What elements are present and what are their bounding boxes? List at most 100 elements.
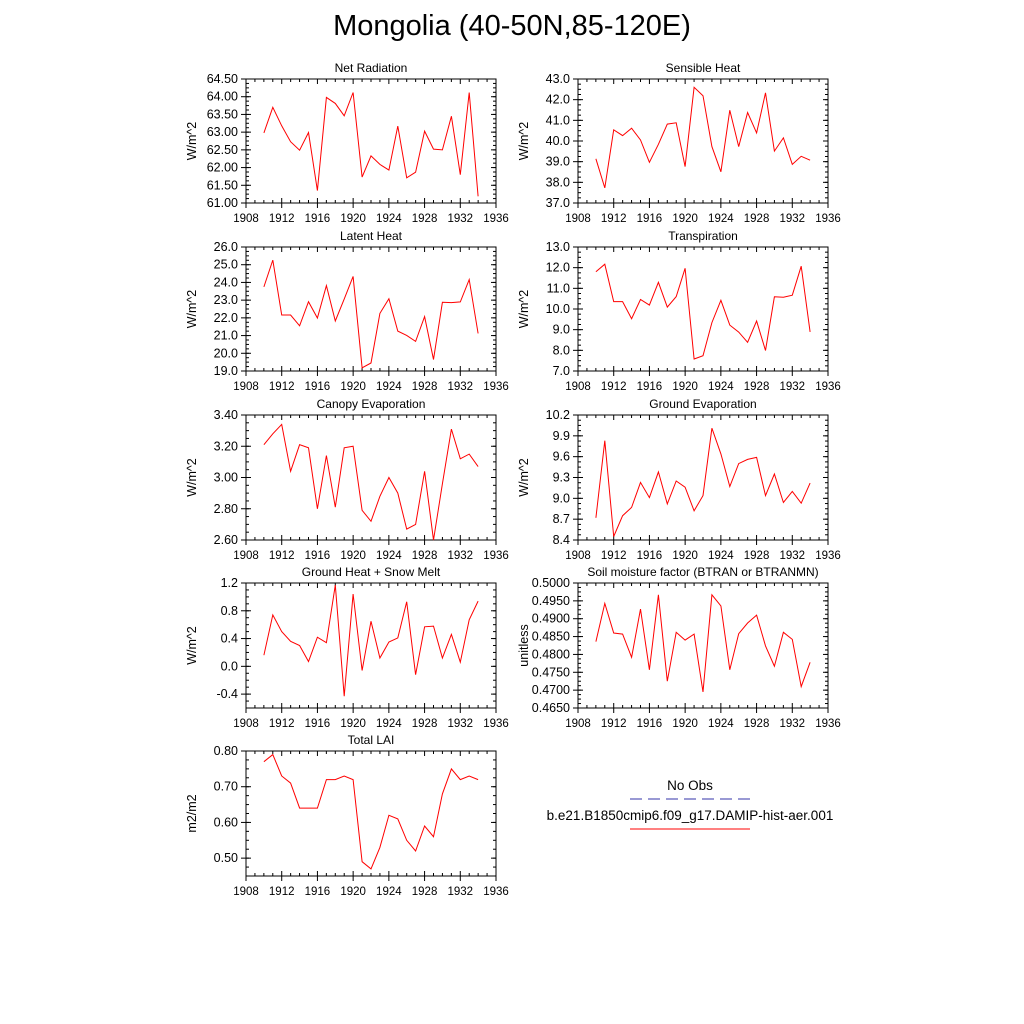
plot-frame	[577, 246, 829, 372]
y-tick-label: 24.0	[214, 275, 238, 289]
y-tick-label: 0.4800	[532, 647, 570, 661]
y-axis-label: W/m^2	[185, 458, 199, 497]
x-tick-label: 1912	[269, 718, 295, 730]
y-tick-label: 8.4	[553, 533, 570, 547]
chart-panel-1: 1908 1912 1916 1920 1924 1928 1932 1936 37.0 38.0…	[517, 61, 841, 225]
chart-panel-4: 1908 1912 1916 1920 1924 1928 1932 1936 2.60 2.80…	[185, 397, 509, 562]
y-tick-label: 42.0	[546, 93, 570, 107]
series-line	[263, 259, 479, 369]
x-tick-label: 1928	[412, 718, 438, 730]
y-axis-label: unitless	[517, 624, 531, 666]
series-line	[595, 86, 811, 189]
y-tick-label: 0.4	[221, 632, 238, 646]
y-tick-label: 25.0	[214, 258, 238, 272]
x-tick-label: 1912	[269, 213, 295, 225]
x-tick-label: 1912	[601, 381, 627, 393]
y-tick-label: 3.20	[214, 439, 238, 453]
y-tick-label: 20.0	[214, 346, 238, 360]
x-tick-label: 1932	[779, 381, 805, 393]
series-line	[595, 593, 811, 692]
x-tick-label: 1924	[376, 550, 402, 562]
x-tick-label: 1916	[305, 550, 331, 562]
y-tick-label: 62.50	[207, 143, 238, 157]
y-tick-label: 39.0	[546, 155, 570, 169]
chart-panel-7: 1908 1912 1916 1920 1924 1928 1932 1936 0.4650 0.…	[517, 565, 841, 730]
chart-title: Sensible Heat	[666, 61, 741, 75]
y-tick-label: 8.0	[553, 343, 570, 357]
y-axis-label: W/m^2	[185, 122, 199, 161]
x-tick-label: 1916	[637, 718, 663, 730]
series-line	[263, 753, 479, 870]
x-tick-label: 1928	[744, 718, 770, 730]
x-tick-label: 1936	[483, 886, 509, 898]
chart-title: Latent Heat	[340, 229, 403, 243]
chart-panel-2: 1908 1912 1916 1920 1924 1928 1932 1936 19.0 20.0…	[185, 229, 509, 393]
y-tick-label: 10.2	[546, 408, 570, 422]
x-tick-label: 1924	[708, 381, 734, 393]
x-tick-label: 1908	[565, 381, 591, 393]
x-tick-label: 1936	[815, 718, 841, 730]
y-tick-label: 0.4750	[532, 665, 570, 679]
plot-frame	[245, 582, 497, 709]
x-tick-label: 1908	[565, 213, 591, 225]
y-tick-label: 64.50	[207, 72, 238, 86]
x-tick-label: 1920	[340, 886, 366, 898]
x-tick-label: 1912	[269, 886, 295, 898]
x-tick-label: 1928	[412, 213, 438, 225]
y-tick-label: 0.60	[214, 815, 238, 829]
chart-panel-6: 1908 1912 1916 1920 1924 1928 1932 1936 -0.4 0.0 0…	[185, 565, 509, 730]
y-tick-label: 0.4850	[532, 630, 570, 644]
x-tick-label: 1924	[376, 213, 402, 225]
y-tick-label: 21.0	[214, 329, 238, 343]
y-tick-label: 0.8	[221, 604, 238, 618]
x-tick-label: 1908	[233, 381, 259, 393]
y-tick-label: 13.0	[546, 240, 570, 254]
x-tick-label: 1928	[412, 550, 438, 562]
x-tick-label: 1908	[565, 550, 591, 562]
x-tick-label: 1932	[779, 213, 805, 225]
x-tick-label: 1916	[305, 213, 331, 225]
x-tick-label: 1928	[744, 550, 770, 562]
x-tick-label: 1932	[779, 550, 805, 562]
y-tick-label: 8.7	[553, 512, 570, 526]
x-tick-label: 1920	[672, 381, 698, 393]
x-tick-label: 1932	[447, 213, 473, 225]
y-tick-label: 0.4650	[532, 701, 570, 715]
x-tick-label: 1924	[708, 550, 734, 562]
y-tick-label: 7.0	[553, 364, 570, 378]
x-tick-label: 1916	[305, 886, 331, 898]
chart-title: Ground Heat + Snow Melt	[302, 565, 441, 579]
y-tick-label: 0.70	[214, 780, 238, 794]
x-tick-label: 1924	[376, 718, 402, 730]
x-tick-label: 1912	[601, 550, 627, 562]
x-tick-label: 1936	[483, 718, 509, 730]
legend-label-no-obs: No Obs	[667, 778, 713, 793]
x-tick-label: 1908	[565, 718, 591, 730]
y-tick-label: 9.3	[553, 471, 570, 485]
y-tick-label: 0.5000	[532, 576, 570, 590]
y-axis-label: W/m^2	[517, 458, 531, 497]
y-tick-label: 9.0	[553, 323, 570, 337]
series-line	[263, 92, 479, 197]
x-tick-label: 1908	[233, 550, 259, 562]
x-tick-label: 1924	[708, 213, 734, 225]
chart-panel-3: 1908 1912 1916 1920 1924 1928 1932 1936 7.0 8.0 9.…	[517, 229, 841, 393]
x-tick-label: 1908	[233, 718, 259, 730]
y-tick-label: 2.60	[214, 533, 238, 547]
y-tick-label: 0.50	[214, 851, 238, 865]
y-tick-label: 41.0	[546, 113, 570, 127]
y-tick-label: 12.0	[546, 261, 570, 275]
chart-panel-8: 1908 1912 1916 1920 1924 1928 1932 1936 0.50 0.60…	[185, 733, 509, 898]
plot-frame	[245, 246, 497, 372]
y-tick-label: 0.4950	[532, 594, 570, 608]
plot-frame	[245, 750, 497, 877]
y-tick-label: 19.0	[214, 364, 238, 378]
x-tick-label: 1912	[269, 381, 295, 393]
y-tick-label: 0.4900	[532, 612, 570, 626]
x-tick-label: 1912	[269, 550, 295, 562]
x-tick-label: 1908	[233, 886, 259, 898]
x-tick-label: 1936	[815, 381, 841, 393]
chart-title: Transpiration	[668, 229, 738, 243]
y-tick-label: 9.0	[553, 491, 570, 505]
y-tick-label: 23.0	[214, 293, 238, 307]
